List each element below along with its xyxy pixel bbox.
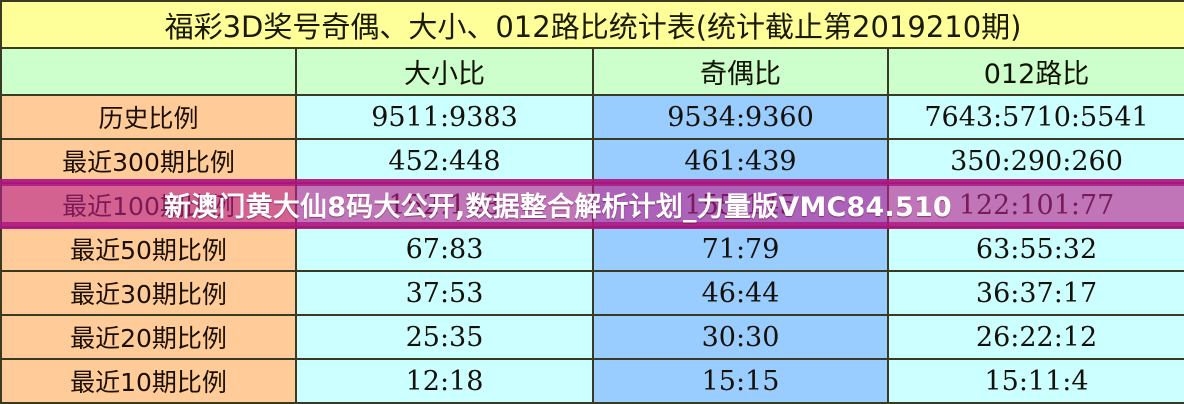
- cell-jiou: 9534:9360: [592, 94, 889, 140]
- table-body: 历史比例 9511:9383 9534:9360 7643:5710:5541 …: [0, 94, 1184, 404]
- cell-012lu: 7643:5710:5541: [886, 94, 1184, 140]
- cell-daxiao: 37:53: [295, 270, 594, 316]
- cell-jiou: 15:15: [592, 358, 889, 404]
- cell-012lu: 36:37:17: [886, 270, 1184, 316]
- cell-daxiao: 152:148: [295, 182, 594, 228]
- table-title: 福彩3D奖号奇偶、大小、012路比统计表(统计截止第2019210期): [0, 0, 1184, 49]
- table-row: 最近300期比例 452:448 461:439 350:290:260: [0, 138, 1184, 184]
- cell-jiou: 461:439: [592, 138, 889, 184]
- row-label: 最近10期比例: [0, 358, 297, 404]
- row-label: 最近300期比例: [0, 138, 297, 184]
- table-row: 最近20期比例 25:35 30:30 26:22:12: [0, 314, 1184, 360]
- row-label: 最近20期比例: [0, 314, 297, 360]
- cell-012lu: 122:101:77: [886, 182, 1184, 228]
- cell-012lu: 26:22:12: [886, 314, 1184, 360]
- table-row: 最近100期比例 152:148 155:145 122:101:77: [0, 182, 1184, 228]
- cell-daxiao: 67:83: [295, 226, 594, 272]
- row-label: 最近100期比例: [0, 182, 297, 228]
- cell-daxiao: 12:18: [295, 358, 594, 404]
- cell-012lu: 15:11:4: [886, 358, 1184, 404]
- table-title-row: 福彩3D奖号奇偶、大小、012路比统计表(统计截止第2019210期): [0, 0, 1184, 49]
- cell-012lu: 350:290:260: [886, 138, 1184, 184]
- cell-daxiao: 452:448: [295, 138, 594, 184]
- header-daxiao-ratio: 大小比: [295, 47, 594, 96]
- cell-jiou: 155:145: [592, 182, 889, 228]
- cell-jiou: 46:44: [592, 270, 889, 316]
- row-label: 最近50期比例: [0, 226, 297, 272]
- cell-daxiao: 25:35: [295, 314, 594, 360]
- row-label: 最近30期比例: [0, 270, 297, 316]
- cell-jiou: 30:30: [592, 314, 889, 360]
- cell-012lu: 63:55:32: [886, 226, 1184, 272]
- header-jiou-ratio: 奇偶比: [592, 47, 889, 96]
- table-row: 最近10期比例 12:18 15:15 15:11:4: [0, 358, 1184, 404]
- table-header-row: 大小比 奇偶比 012路比: [0, 47, 1184, 96]
- header-corner-blank: [0, 47, 297, 96]
- cell-jiou: 71:79: [592, 226, 889, 272]
- table-row: 最近50期比例 67:83 71:79 63:55:32: [0, 226, 1184, 272]
- header-012lu-ratio: 012路比: [886, 47, 1184, 96]
- cell-daxiao: 9511:9383: [295, 94, 594, 140]
- table-row: 最近30期比例 37:53 46:44 36:37:17: [0, 270, 1184, 316]
- row-label: 历史比例: [0, 94, 297, 140]
- table-row: 历史比例 9511:9383 9534:9360 7643:5710:5541: [0, 94, 1184, 140]
